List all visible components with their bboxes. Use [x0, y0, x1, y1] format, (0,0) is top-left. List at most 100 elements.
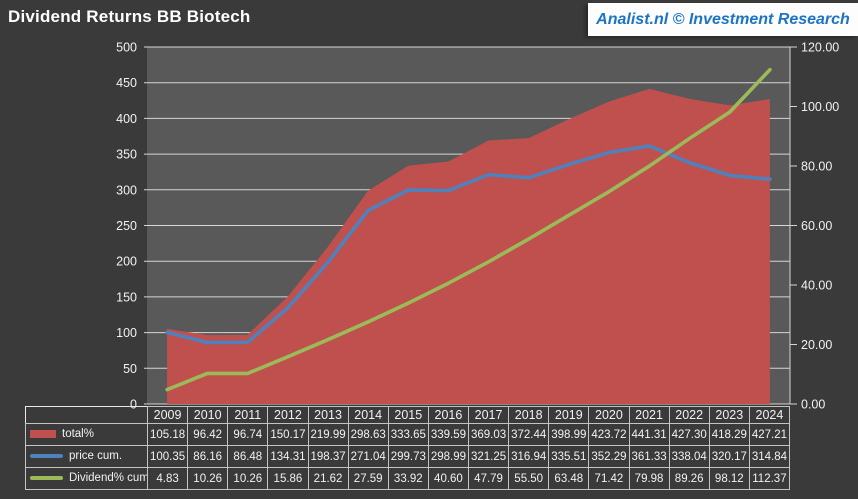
- year-cell: 2023: [708, 406, 750, 424]
- value-cell: 298.99: [427, 445, 470, 468]
- value-cell: 63.48: [548, 467, 590, 490]
- year-cell: 2014: [347, 406, 389, 424]
- value-cell: 86.16: [187, 445, 229, 468]
- value-cell: 98.12: [708, 467, 750, 490]
- value-cell: 298.63: [347, 423, 389, 446]
- value-cell: 15.86: [267, 467, 309, 490]
- right-axis-label: 80.00: [801, 160, 832, 174]
- legend-line-swatch-icon: [30, 476, 63, 481]
- left-axis-label: 100: [116, 326, 137, 340]
- value-cell: 316.94: [508, 445, 550, 468]
- year-cell: 2022: [668, 406, 710, 424]
- right-axis-label: 60.00: [801, 219, 832, 233]
- legend-cell: price cum.: [25, 445, 148, 468]
- value-cell: 423.72: [588, 423, 630, 446]
- series-area-total-: [167, 88, 770, 404]
- value-cell: 335.51: [548, 445, 590, 468]
- value-cell: 418.29: [708, 423, 750, 446]
- year-cell: 2009: [146, 406, 189, 424]
- value-cell: 105.18: [146, 423, 189, 446]
- value-cell: 10.26: [227, 467, 269, 490]
- corner-cell: [26, 407, 148, 424]
- value-cell: 352.29: [588, 445, 630, 468]
- legend-area-swatch-icon: [30, 430, 56, 439]
- right-axis-label: 100.00: [801, 100, 839, 114]
- value-cell: 219.99: [307, 423, 349, 446]
- legend-cell: total%: [25, 423, 148, 446]
- right-axis-label: 20.00: [801, 338, 832, 352]
- left-axis-label: 150: [116, 290, 137, 304]
- brand-badge: Analist.nl © Investment Research: [588, 3, 858, 36]
- legend-label: price cum.: [69, 450, 123, 463]
- series-row-Dividend-cum-: Dividend% cum. 4.83 10.26 10.26 15.86 21.62 27…: [25, 467, 791, 490]
- value-cell: 89.26: [668, 467, 710, 490]
- value-cell: 427.30: [668, 423, 710, 446]
- value-cell: 427.21: [748, 423, 791, 446]
- data-table-wrap: 2009 2010 2011 2012 2013 2014 2015 2016 2017 2018…: [25, 406, 791, 490]
- value-cell: 198.37: [307, 445, 349, 468]
- value-cell: 100.35: [146, 445, 189, 468]
- series-line-Dividend-cum-: [165, 67, 772, 392]
- legend-label: total%: [62, 428, 94, 441]
- right-axis-label: 120.00: [801, 41, 839, 55]
- value-cell: 21.62: [307, 467, 349, 490]
- chart-title: Dividend Returns BB Biotech: [8, 7, 251, 26]
- year-cell: 2011: [227, 406, 269, 424]
- year-cell: 2018: [508, 406, 550, 424]
- value-cell: 271.04: [347, 445, 389, 468]
- series-row-total-: total% 105.18 96.42 96.74 150.17 219.99 298.63…: [25, 423, 791, 446]
- value-cell: 96.74: [227, 423, 269, 446]
- year-cell: 2012: [267, 406, 309, 424]
- year-cell: 2015: [387, 406, 429, 424]
- value-cell: 321.25: [467, 445, 510, 468]
- value-cell: 361.33: [628, 445, 670, 468]
- value-cell: 441.31: [628, 423, 670, 446]
- value-cell: 333.65: [387, 423, 429, 446]
- value-cell: 47.79: [467, 467, 510, 490]
- left-axis-label: 300: [116, 183, 137, 197]
- left-axis-label: 350: [116, 148, 137, 162]
- legend-label: Dividend% cum.: [69, 472, 148, 485]
- series-row-price-cum-: price cum. 100.35 86.16 86.48 134.31 198.37 27…: [25, 445, 791, 468]
- year-cell: 2013: [307, 406, 349, 424]
- left-axis-label: 400: [116, 112, 137, 126]
- year-cell: 2016: [427, 406, 470, 424]
- right-axis-label: 0.00: [801, 398, 825, 412]
- value-cell: 33.92: [387, 467, 429, 490]
- value-cell: 55.50: [508, 467, 550, 490]
- brand-text: Analist.nl © Investment Research: [596, 10, 850, 28]
- value-cell: 339.59: [427, 423, 470, 446]
- left-axis-label: 500: [116, 41, 137, 55]
- value-cell: 314.84: [748, 445, 791, 468]
- value-cell: 320.17: [708, 445, 750, 468]
- year-cell: 2024: [748, 406, 791, 424]
- right-axis-label: 40.00: [801, 279, 832, 293]
- value-cell: 338.04: [668, 445, 710, 468]
- value-cell: 4.83: [146, 467, 189, 490]
- year-cell: 2017: [467, 406, 510, 424]
- value-cell: 398.99: [548, 423, 590, 446]
- value-cell: 40.60: [427, 467, 470, 490]
- value-cell: 86.48: [227, 445, 269, 468]
- value-cell: 27.59: [347, 467, 389, 490]
- left-axis-label: 200: [116, 255, 137, 269]
- left-axis-label: 250: [116, 219, 137, 233]
- left-axis-label: 50: [123, 362, 137, 376]
- value-cell: 369.03: [467, 423, 510, 446]
- data-table: 2009 2010 2011 2012 2013 2014 2015 2016 2017 2018…: [25, 406, 791, 490]
- value-cell: 71.42: [588, 467, 630, 490]
- plot-area: 0 50 100 150 200 250 300 350 400 450 500 0.00 20.00 4…: [116, 41, 839, 412]
- year-header-row: 2009 2010 2011 2012 2013 2014 2015 2016 2017 2018…: [26, 406, 791, 424]
- legend-cell: Dividend% cum.: [25, 467, 148, 490]
- value-cell: 372.44: [508, 423, 550, 446]
- value-cell: 134.31: [267, 445, 309, 468]
- year-cell: 2020: [588, 406, 630, 424]
- year-cell: 2010: [187, 406, 229, 424]
- value-cell: 96.42: [187, 423, 229, 446]
- year-cell: 2019: [548, 406, 590, 424]
- value-cell: 112.37: [748, 467, 791, 490]
- left-axis-label: 450: [116, 76, 137, 90]
- value-cell: 299.73: [387, 445, 429, 468]
- legend-line-swatch-icon: [30, 454, 63, 459]
